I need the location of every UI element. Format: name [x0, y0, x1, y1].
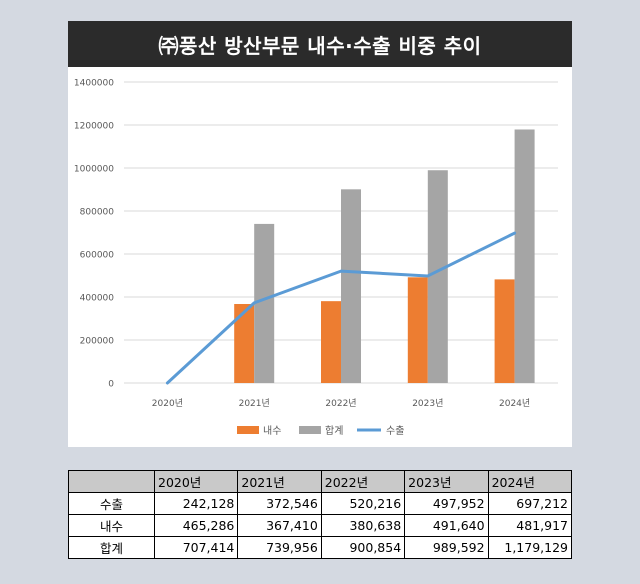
table-header-cell: 2023년 — [404, 470, 489, 493]
table-corner-cell — [68, 470, 155, 493]
data-table: 2020년 2021년 2022년 2023년 2024년 수출 242,128… — [68, 470, 573, 559]
bar-domestic — [234, 304, 255, 383]
bar-total — [514, 129, 535, 383]
y-tick-label: 1000000 — [74, 165, 114, 175]
table-header-row: 2020년 2021년 2022년 2023년 2024년 — [68, 470, 573, 493]
y-tick-label: 1200000 — [74, 122, 114, 132]
legend-swatch-total — [299, 426, 321, 434]
table-cell: 739,956 — [237, 536, 322, 559]
table-cell: 481,917 — [487, 514, 573, 537]
table-cell: 707,414 — [153, 536, 239, 559]
table-cell: 1,179,129 — [487, 536, 573, 559]
legend-label: 합계 — [325, 425, 343, 437]
table-header-cell: 2021년 — [237, 470, 322, 493]
table-cell: 242,128 — [153, 492, 239, 515]
legend-label: 내수 — [263, 425, 281, 437]
y-tick-label: 200000 — [80, 337, 115, 347]
x-tick-label: 2021년 — [239, 398, 270, 409]
bar-total — [254, 223, 275, 383]
table-cell: 989,592 — [404, 536, 489, 559]
legend-label: 수출 — [386, 425, 404, 437]
table-header-cell: 2020년 — [153, 470, 239, 493]
table-cell: 491,640 — [404, 514, 489, 537]
chart-plot: 0 200000 400000 600000 800000 1000000 1200000 1… — [74, 79, 558, 437]
table-cell: 697,212 — [487, 492, 573, 515]
x-tick-label: 2023년 — [412, 398, 443, 409]
table-row-label: 수출 — [68, 492, 155, 515]
y-tick-label: 0 — [108, 380, 114, 390]
table-row-label: 합계 — [68, 536, 155, 559]
chart-title: ㈜풍산 방산부문 내수·수출 비중 추이 — [68, 21, 572, 67]
table-row-label: 내수 — [68, 514, 155, 537]
y-tick-label: 400000 — [80, 294, 115, 304]
bar-domestic — [407, 277, 428, 383]
x-tick-label: 2022년 — [325, 398, 356, 409]
table-cell: 380,638 — [320, 514, 406, 537]
bar-domestic — [494, 279, 515, 383]
table-header-cell: 2024년 — [487, 470, 573, 493]
x-tick-label: 2024년 — [499, 398, 530, 409]
x-tick-label: 2020년 — [152, 398, 183, 409]
table-row-domestic: 내수 465,286 367,410 380,638 491,640 481,9… — [68, 514, 573, 537]
y-tick-label: 600000 — [80, 251, 115, 261]
table-cell: 497,952 — [404, 492, 489, 515]
table-cell: 520,216 — [320, 492, 406, 515]
bar-total — [427, 170, 448, 383]
table-row-export: 수출 242,128 372,546 520,216 497,952 697,2… — [68, 492, 573, 515]
table-cell: 372,546 — [237, 492, 322, 515]
legend-swatch-domestic — [237, 426, 259, 434]
chart-card: 0 200000 400000 600000 800000 1000000 1200000 1… — [68, 21, 572, 447]
y-tick-label: 800000 — [80, 208, 115, 218]
bar-total — [341, 189, 361, 383]
table-row-total: 합계 707,414 739,956 900,854 989,592 1,179… — [68, 536, 573, 559]
table-header-cell: 2022년 — [320, 470, 406, 493]
y-tick-label: 1400000 — [74, 79, 114, 89]
table-cell: 367,410 — [237, 514, 322, 537]
bar-domestic — [321, 301, 341, 383]
table-cell: 900,854 — [320, 536, 406, 559]
table-cell: 465,286 — [153, 514, 239, 537]
